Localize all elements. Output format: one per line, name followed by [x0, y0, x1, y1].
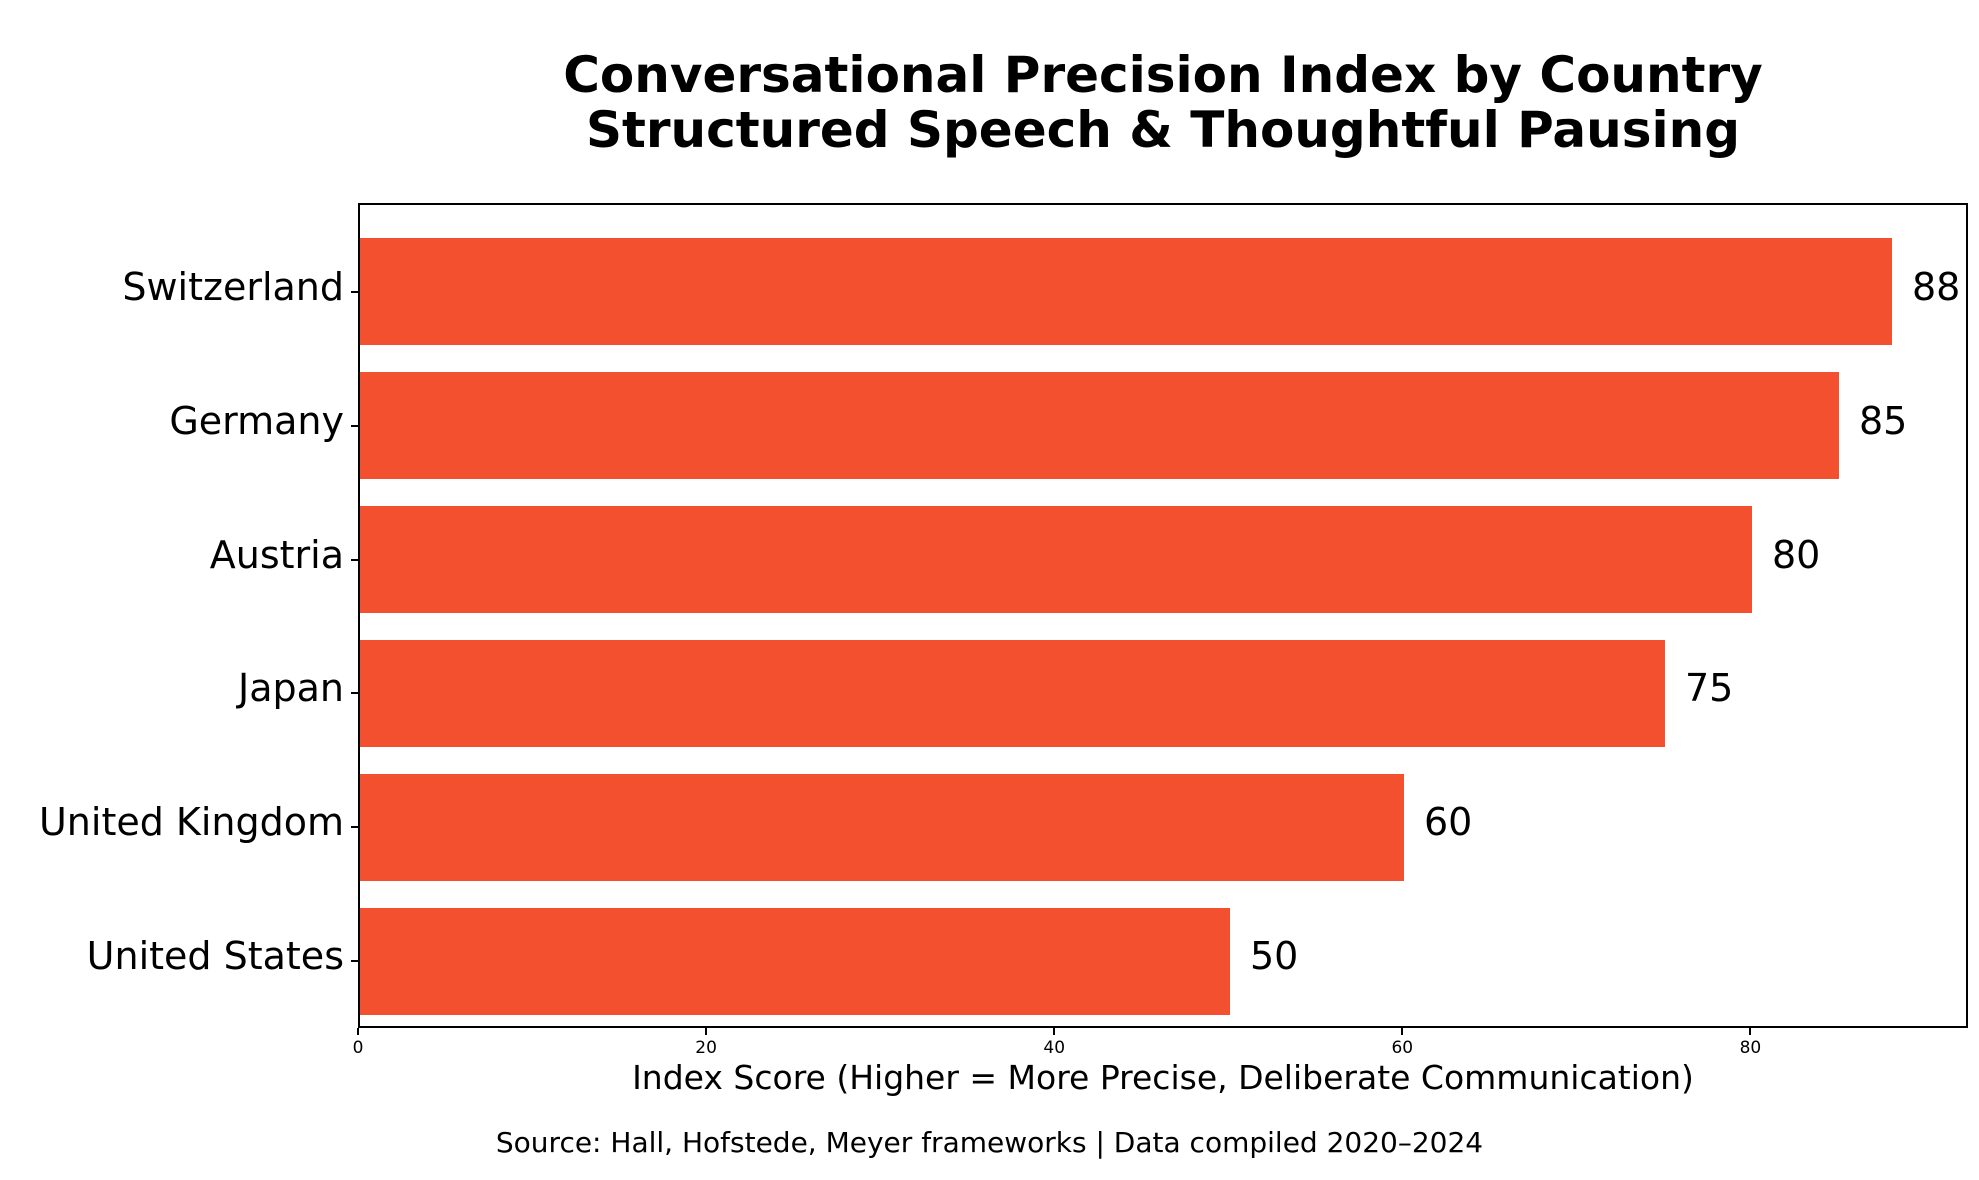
y-tick-label-japan: Japan [238, 666, 344, 711]
y-tick-mark [351, 692, 358, 695]
y-tick-mark [351, 960, 358, 963]
x-tick-label: 60 [1391, 1038, 1414, 1058]
x-tick-mark [357, 1028, 359, 1035]
x-tick-mark [1401, 1028, 1404, 1035]
bar-united-states [360, 907, 1230, 1015]
x-tick-label: 0 [352, 1038, 364, 1058]
y-tick-mark [351, 424, 358, 427]
plot-area [358, 203, 1968, 1028]
value-label: 85 [1859, 398, 1908, 443]
value-label: 60 [1424, 800, 1473, 845]
chart-title-line1: Conversational Precision Index by Countr… [563, 46, 1763, 104]
y-tick-mark [351, 826, 358, 829]
bar-switzerland [360, 238, 1892, 346]
x-tick-mark [705, 1028, 708, 1035]
y-tick-mark [351, 290, 358, 293]
source-note: Source: Hall, Hofstede, Meyer frameworks… [495, 1126, 1484, 1159]
y-tick-label-austria: Austria [209, 532, 344, 577]
value-label: 50 [1250, 934, 1299, 979]
x-tick-label: 20 [695, 1038, 717, 1058]
y-tick-label-germany: Germany [169, 398, 344, 443]
y-tick-mark [351, 558, 358, 561]
y-tick-label-switzerland: Switzerland [122, 264, 344, 309]
bar-japan [360, 639, 1665, 747]
bar-germany [360, 372, 1839, 480]
x-tick-label: 40 [1043, 1038, 1066, 1058]
y-tick-label-united-kingdom: United Kingdom [38, 800, 344, 845]
value-label: 88 [1912, 264, 1961, 309]
chart-title: Conversational Precision Index by Countr… [358, 48, 1968, 158]
x-axis-title: Index Score (Higher = More Precise, Deli… [632, 1058, 1694, 1097]
x-tick-label: 80 [1739, 1038, 1762, 1058]
x-tick-mark [1053, 1028, 1056, 1035]
chart-title-line2: Structured Speech & Thoughtful Pausing [585, 101, 1741, 159]
value-label: 75 [1685, 666, 1734, 711]
value-label: 80 [1772, 532, 1821, 577]
y-tick-label-united-states: United States [86, 934, 344, 979]
bar-austria [360, 506, 1752, 614]
bar-united-kingdom [360, 773, 1404, 881]
x-tick-mark [1749, 1028, 1752, 1035]
